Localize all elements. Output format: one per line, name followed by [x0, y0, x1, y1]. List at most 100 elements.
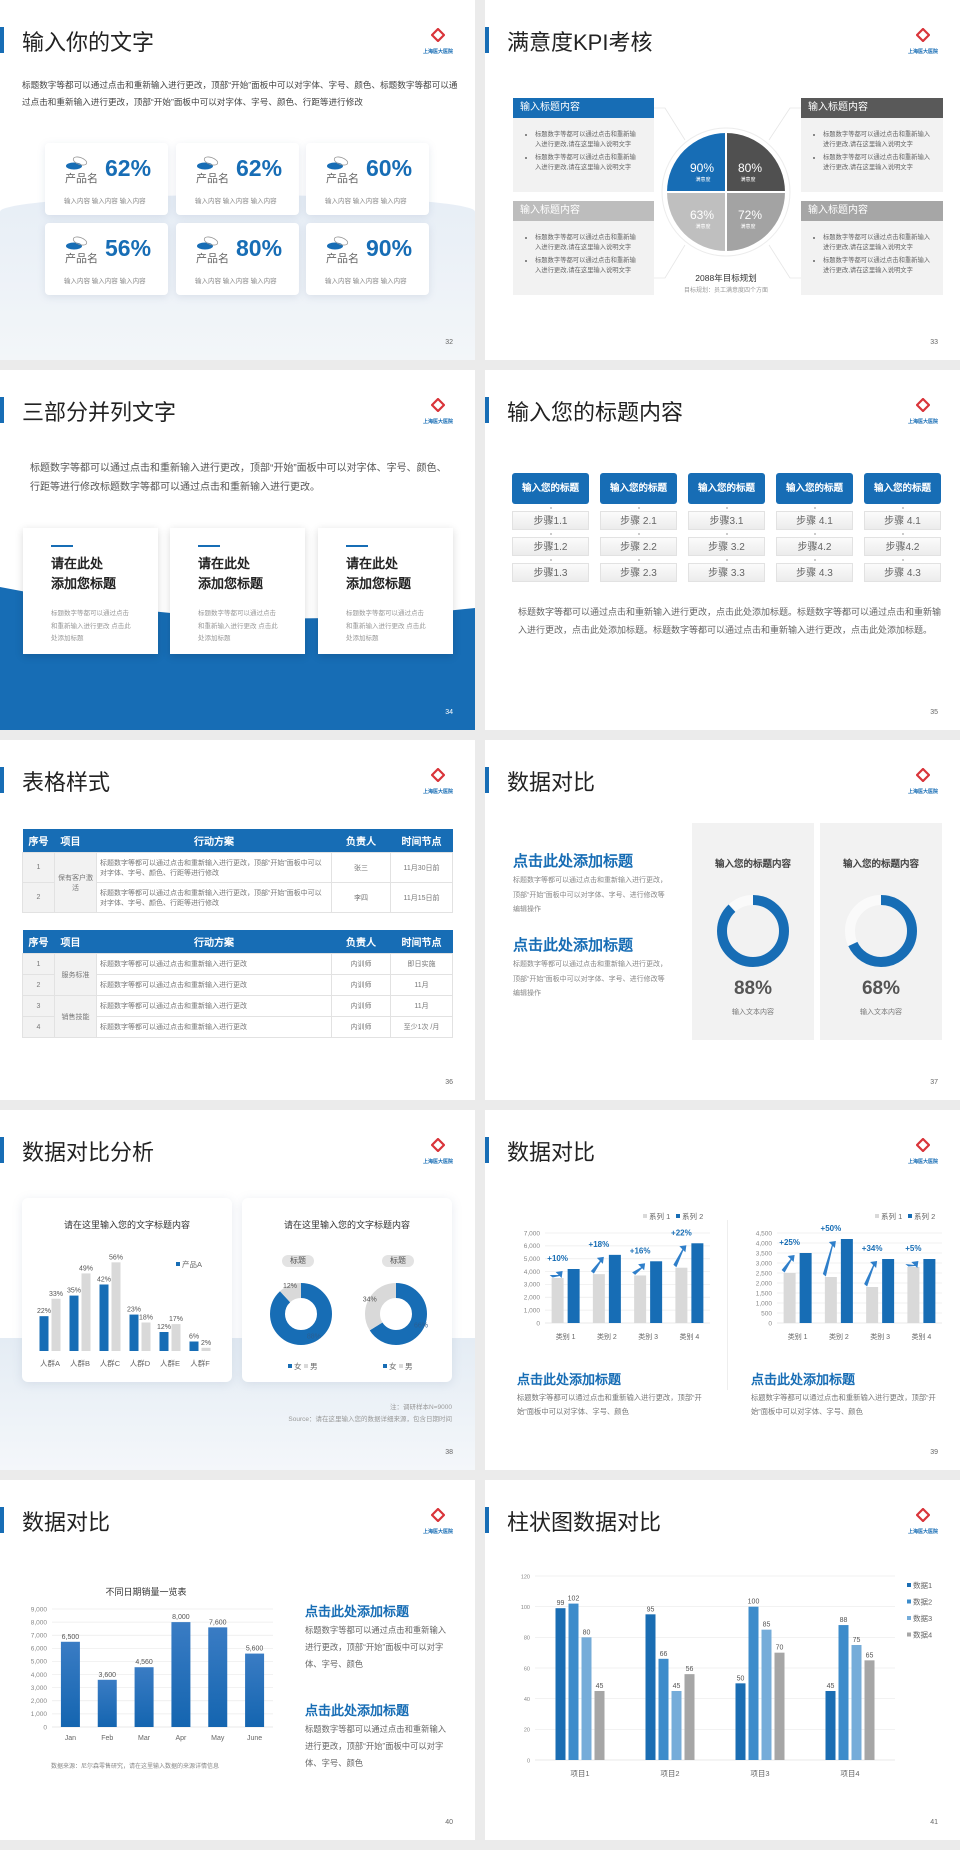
legend-label: 系列 1: [649, 1211, 670, 1221]
cell-no: 2: [22, 882, 55, 913]
step-box[interactable]: 步骤 4.1: [776, 511, 853, 530]
title-accent-bar: [485, 1507, 489, 1533]
bar: [111, 1262, 121, 1351]
cell-owner: 内训师: [331, 974, 391, 996]
box-header: 输入标题内容: [801, 201, 943, 221]
legend-swatch: [907, 1599, 911, 1604]
step-box[interactable]: 步骤 4.3: [776, 563, 853, 582]
text-card: 请在此处 添加您标题 标题数字等都可以通过点击和重新输入进行更改 点击此处添加标题: [23, 528, 158, 654]
quadrant-top-right: [726, 133, 785, 192]
bar: [567, 1269, 580, 1323]
cell-time: 至少1次 /月: [390, 1016, 453, 1038]
column-header-button[interactable]: 输入您的标题: [600, 473, 677, 504]
step-box[interactable]: 步骤1.2: [512, 537, 589, 556]
connector-dot: [813, 533, 816, 535]
cell-no: 2: [22, 974, 55, 996]
column-header-button[interactable]: 输入您的标题: [688, 473, 765, 504]
column-header-button[interactable]: 输入您的标题: [776, 473, 853, 504]
pills-icon: [66, 236, 88, 250]
legend-label: 系列 1: [881, 1211, 902, 1221]
bar: [691, 1243, 704, 1323]
step-box[interactable]: 步骤 4.3: [864, 563, 941, 582]
block-text: 标题数字等都可以通过点击和重新输入进行更改，顶部“开始”面板中可以对字体、字号、…: [305, 1724, 447, 1768]
step-box[interactable]: 步骤1.3: [512, 563, 589, 582]
hospital-logo: 上海医大医院: [903, 1137, 943, 1165]
product-name: 产品名: [65, 173, 98, 185]
step-box[interactable]: 步骤 2.3: [600, 563, 677, 582]
bar: [650, 1261, 663, 1323]
text-card: 请在此处 添加您标题 标题数字等都可以通过点击和重新输入进行更改 点击此处添加标题: [318, 528, 453, 654]
x-category-label: Apr: [175, 1735, 187, 1742]
step-box[interactable]: 步骤 2.2: [600, 537, 677, 556]
charts-39: 0 1,000 2,000 3,000 4,000 5,000 6,000 7,000 类别 1…: [524, 1211, 942, 1341]
bar: [761, 1629, 772, 1760]
quadrant-label: 满意度: [740, 176, 755, 183]
slide-title: 数据对比分析: [22, 1140, 155, 1165]
x-category-label: 人群F: [190, 1358, 210, 1368]
stat-caption: 输入内容 输入内容 输入内容: [325, 198, 407, 205]
cell-plan: 标题数字等都可以通过点击和重新输入进行更改: [96, 995, 332, 1017]
cross-logo-icon: [430, 27, 446, 43]
slide-title: 数据对比: [22, 1510, 111, 1535]
y-tick-label: 500: [761, 1310, 772, 1317]
bar: [608, 1254, 621, 1323]
x-category-label: 类别 4: [679, 1332, 699, 1341]
slice-label: 34%: [363, 1297, 377, 1304]
column-header-button[interactable]: 输入您的标题: [864, 473, 941, 504]
step-box[interactable]: 步骤4.2: [864, 537, 941, 556]
panel-title: 输入您的标题内容: [714, 859, 791, 870]
step-box[interactable]: 步骤 4.1: [864, 511, 941, 530]
hospital-logo: 上海医大医院: [903, 767, 943, 795]
slide-title: 柱状图数据对比: [507, 1510, 662, 1535]
column-header-button[interactable]: 输入您的标题: [512, 473, 589, 504]
legend-swatch: [676, 1214, 680, 1218]
logo-text: 上海医大医院: [422, 789, 453, 795]
x-category-label: 项目2: [660, 1769, 679, 1778]
bar: [671, 1691, 682, 1760]
table-row: 3 销售技能 标题数字等都可以通过点击和重新输入进行更改 内训师 11月: [22, 995, 453, 1038]
data-label: 99: [557, 1600, 565, 1607]
cell-plan: 标题数字等都可以通过点击和重新输入进行更改，顶部“开始”面板中可以对字体、字号、…: [96, 882, 332, 913]
step-box[interactable]: 步骤 3.3: [688, 563, 765, 582]
step-box[interactable]: 步骤3.1: [688, 511, 765, 530]
cross-logo-icon: [915, 1137, 931, 1153]
x-category-label: May: [211, 1735, 225, 1742]
pills-icon: [197, 156, 219, 170]
product-name: 产品名: [65, 253, 98, 265]
product-name: 产品名: [196, 173, 229, 185]
step-box[interactable]: 步骤 2.1: [600, 511, 677, 530]
block-text: 标题数字等都可以通过点击和重新输入进行更改，顶部“开始”面板中可以对字体、字号、…: [517, 1393, 702, 1416]
step-box[interactable]: 步骤1.1: [512, 511, 589, 530]
stat-card: 产品名 62% 输入内容 输入内容 输入内容: [45, 143, 168, 215]
x-category-label: 类别 2: [597, 1332, 617, 1341]
logo-text: 上海医大医院: [907, 1159, 938, 1165]
card-accent-line: [198, 545, 220, 547]
legend-swatch: [908, 1214, 912, 1218]
data-label: 102: [568, 1596, 580, 1603]
y-tick-label: 60: [524, 1666, 530, 1672]
slide-36: 表格样式 上海医大医院 序号 项目 行动方案 负责人 时间节点 1 保有客户激活 标题数字等…: [0, 740, 475, 1100]
x-category-label: Jan: [65, 1735, 76, 1742]
growth-arrow-icon: [864, 1261, 878, 1287]
x-category-label: 人群D: [130, 1358, 151, 1368]
legend-label: 数据4: [913, 1630, 932, 1640]
y-tick-label: 4,000: [756, 1240, 773, 1247]
y-tick-label: 6,000: [524, 1243, 541, 1250]
card-heading-line: 请在此处: [198, 556, 251, 571]
cell-time: 11月: [390, 995, 453, 1017]
bar: [81, 1273, 91, 1351]
title-accent-bar: [485, 397, 489, 423]
y-tick-label: 80: [524, 1636, 530, 1642]
title-accent-bar: [485, 1137, 489, 1163]
slide-39: 数据对比 上海医大医院 0 1,000 2,000 3,000 4,000 5,000 6,…: [485, 1110, 960, 1470]
card-text: 标题数字等都可以通过点击和重新输入进行更改 点击此处添加标题: [51, 610, 131, 642]
connector-dot: [901, 533, 904, 535]
data-label: 33%: [49, 1291, 63, 1298]
step-box[interactable]: 步骤 3.2: [688, 537, 765, 556]
connector-dot: [637, 507, 640, 509]
card-heading-line: 添加您标题: [346, 576, 412, 591]
block-heading: 点击此处添加标题: [513, 937, 634, 954]
slide-41: 柱状图数据对比 上海医大医院 0 20 40 60 80 100 120 项目1 99 102 80…: [485, 1480, 960, 1840]
bar: [189, 1341, 199, 1351]
step-box[interactable]: 步骤4.2: [776, 537, 853, 556]
